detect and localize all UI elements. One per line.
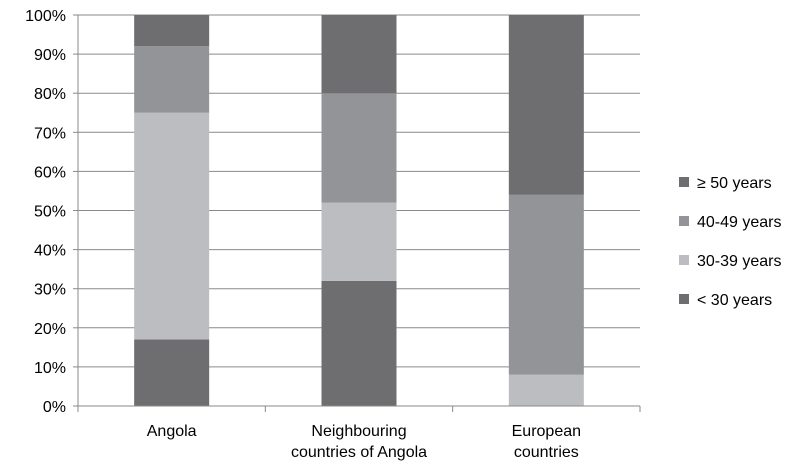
- bar-segment: [508, 15, 584, 195]
- bars: [134, 15, 584, 406]
- legend-swatch: [679, 294, 689, 304]
- x-axis-category-labels: Angola Neighbouring countries of Angola Eur…: [147, 423, 581, 461]
- bar-segment: [508, 194, 584, 375]
- y-tick-label: 60%: [34, 164, 66, 181]
- x-category-label: Neighbouring: [311, 423, 406, 440]
- x-category-label: European: [512, 423, 581, 440]
- y-tick-label: 10%: [34, 360, 66, 377]
- y-tick-label: 30%: [34, 282, 66, 299]
- bar-segment: [134, 112, 210, 340]
- y-tick-label: 80%: [34, 86, 66, 103]
- legend-swatch: [679, 177, 689, 187]
- x-category-label: countries: [514, 444, 579, 461]
- bar-segment: [134, 15, 210, 47]
- x-category-label: Angola: [147, 423, 197, 440]
- legend-swatch: [679, 216, 689, 226]
- bar-segment: [134, 339, 210, 406]
- bar-segment: [321, 15, 397, 94]
- bar-segment: [321, 280, 397, 406]
- x-category-label: countries of Angola: [291, 444, 427, 461]
- y-tick-label: 40%: [34, 243, 66, 260]
- bar-segment: [508, 374, 584, 406]
- y-tick-label: 50%: [34, 204, 66, 221]
- y-tick-label: 0%: [43, 399, 66, 416]
- legend-label: ≥ 50 years: [697, 175, 772, 192]
- y-tick-label: 100%: [25, 8, 66, 25]
- bar-segment: [321, 202, 397, 281]
- legend-swatch: [679, 255, 689, 265]
- y-axis-tick-labels: 0% 10% 20% 30% 40% 50% 60% 70% 80% 90% 100%: [25, 8, 66, 416]
- legend-label: < 30 years: [697, 292, 772, 309]
- legend-label: 40-49 years: [697, 214, 782, 231]
- bar-segment: [134, 46, 210, 113]
- axes: [73, 14, 641, 412]
- y-tick-label: 20%: [34, 321, 66, 338]
- legend: ≥ 50 years 40-49 years 30-39 years < 30 yea…: [679, 175, 782, 309]
- y-tick-label: 90%: [34, 47, 66, 64]
- bar-segment: [321, 93, 397, 203]
- y-tick-label: 70%: [34, 125, 66, 142]
- legend-label: 30-39 years: [697, 253, 782, 270]
